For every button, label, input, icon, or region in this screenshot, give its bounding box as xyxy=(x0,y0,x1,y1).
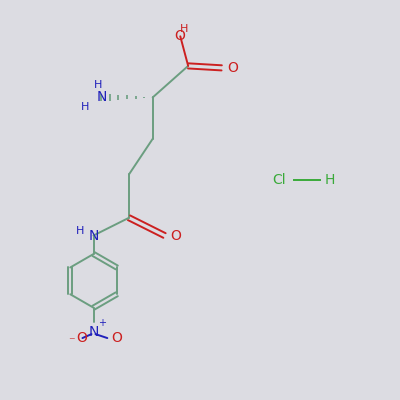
Text: ⁻: ⁻ xyxy=(68,336,75,348)
Text: H: H xyxy=(180,24,188,34)
Text: H: H xyxy=(76,226,84,236)
Text: N: N xyxy=(88,325,99,339)
Text: O: O xyxy=(111,331,122,345)
Text: N: N xyxy=(96,90,106,104)
Text: O: O xyxy=(170,229,181,243)
Text: H: H xyxy=(81,102,89,112)
Text: Cl: Cl xyxy=(272,173,286,187)
Text: N: N xyxy=(88,228,99,242)
Text: O: O xyxy=(76,331,87,345)
Text: O: O xyxy=(174,29,185,43)
Text: O: O xyxy=(227,61,238,75)
Text: H: H xyxy=(324,173,334,187)
Text: H: H xyxy=(94,80,102,90)
Text: +: + xyxy=(98,318,106,328)
